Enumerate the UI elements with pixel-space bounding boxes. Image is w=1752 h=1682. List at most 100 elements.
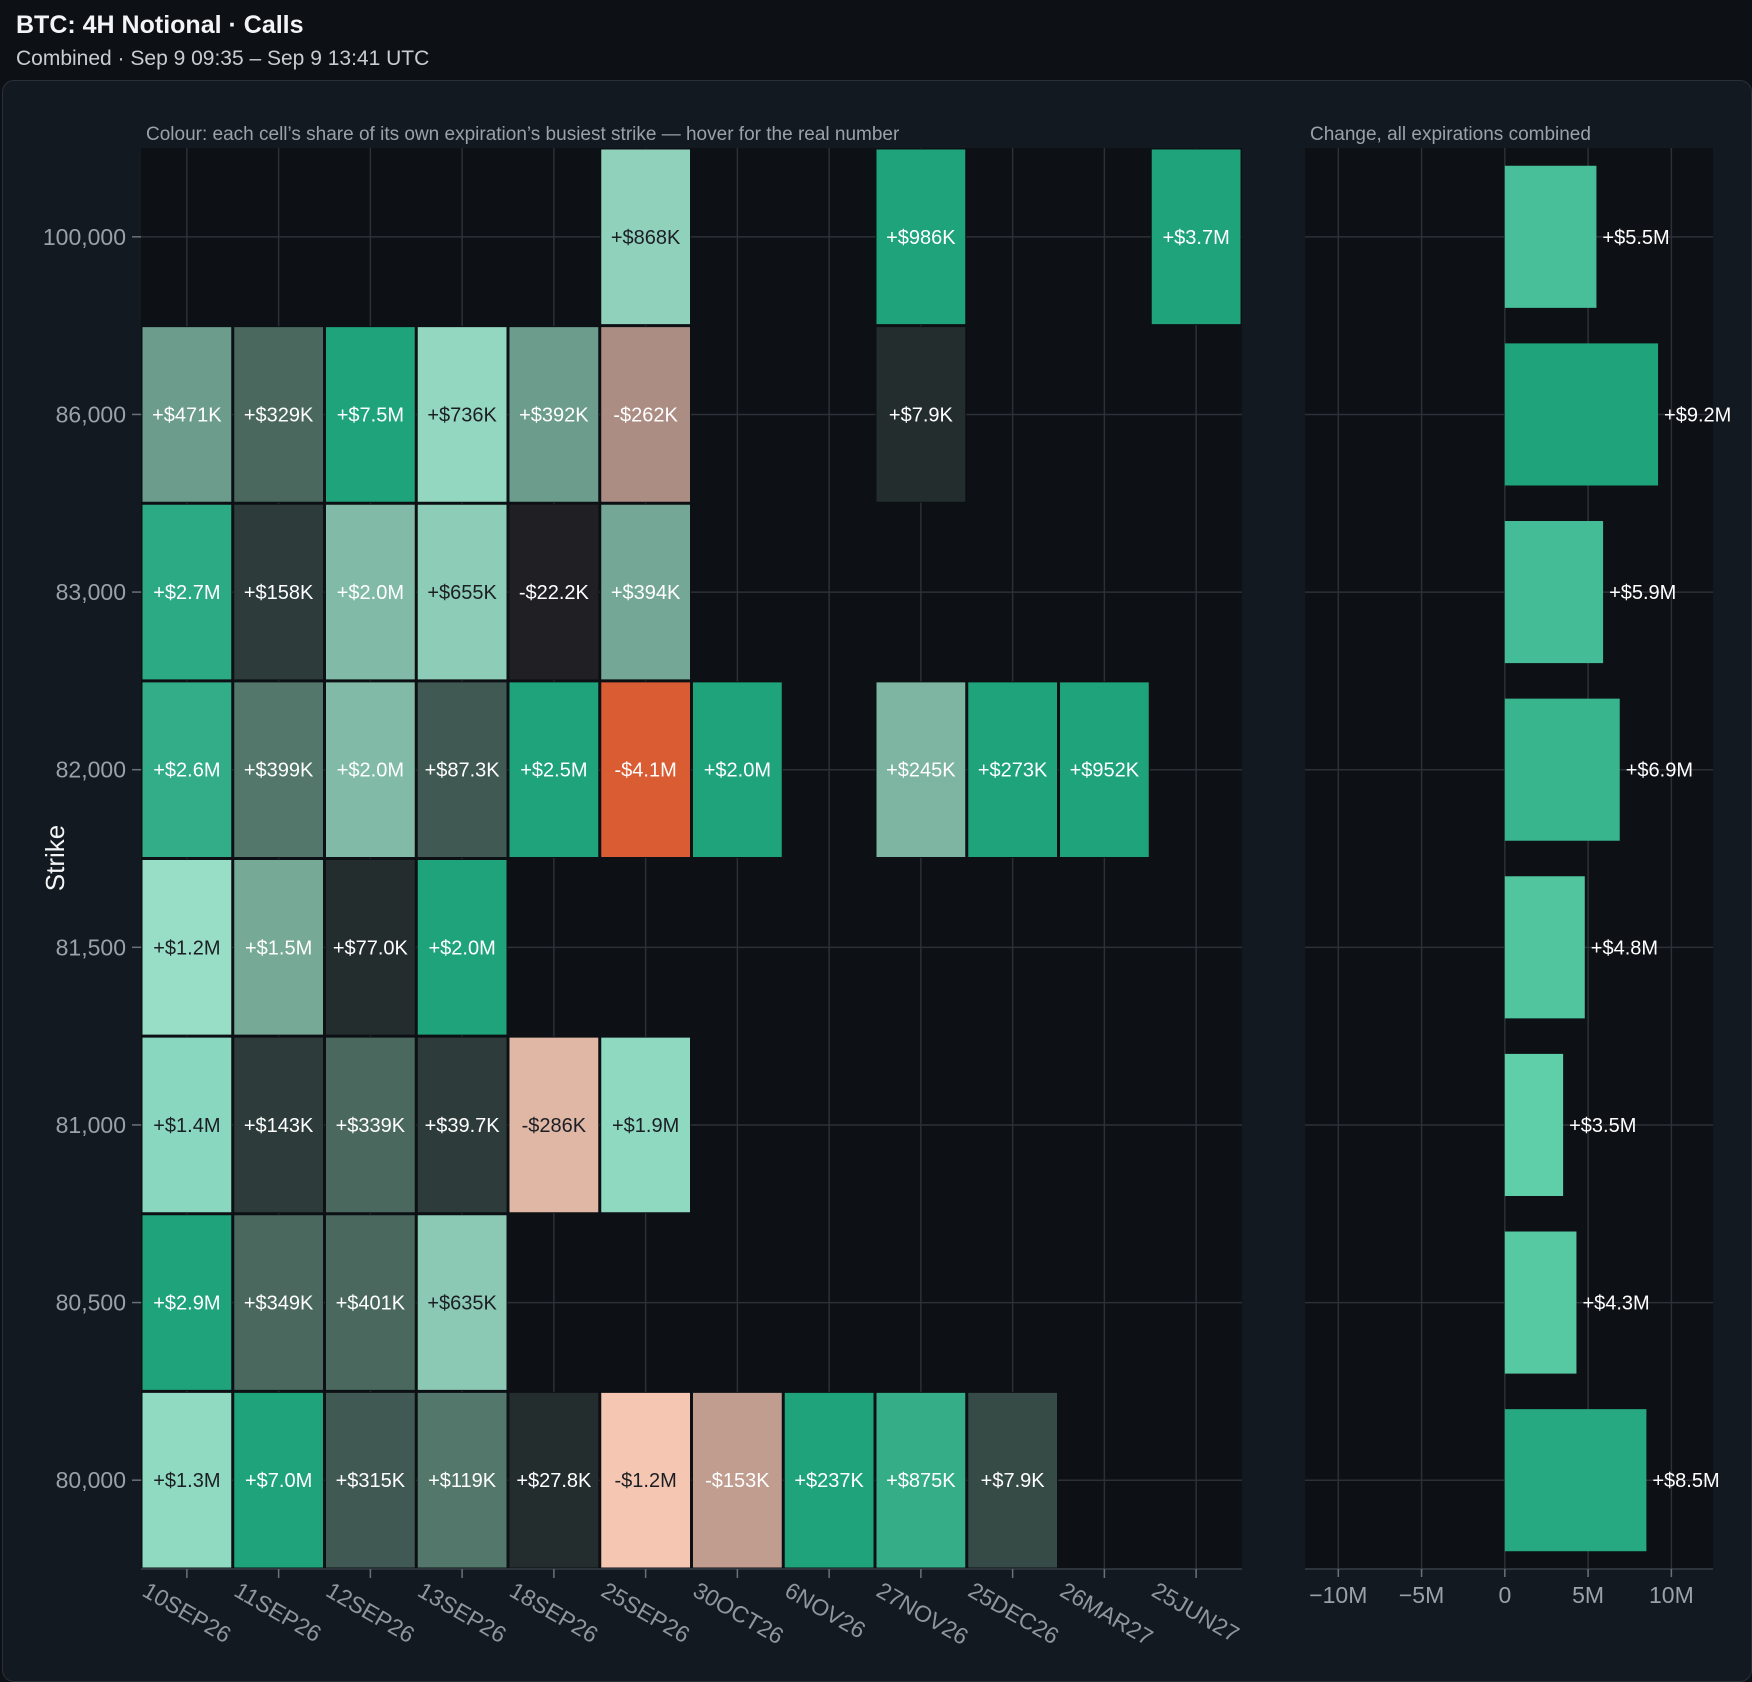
x-tick-label: 26MAR27 (1056, 1577, 1158, 1651)
heatmap-cell-label: +$2.6M (153, 760, 220, 782)
bar-x-tick-label: 10M (1649, 1582, 1694, 1608)
heatmap-cell-label: +$2.0M (337, 582, 404, 604)
bar-80-000[interactable] (1504, 1409, 1647, 1552)
bar-100-000[interactable] (1504, 165, 1597, 308)
heatmap-cell-81-500-11sep26[interactable] (233, 859, 324, 1036)
bar-value-label: +$3.5M (1569, 1115, 1636, 1137)
heatmap-cell-82-000-30oct26[interactable] (692, 681, 783, 858)
heatmap-cell-80-000-11sep26[interactable] (233, 1391, 324, 1569)
heatmap-cell-80-500-11sep26[interactable] (233, 1214, 324, 1391)
y-tick-label: 83,000 (56, 579, 126, 605)
bar-86-000[interactable] (1504, 343, 1659, 486)
bar-82-000[interactable] (1504, 698, 1620, 841)
bar-value-label: +$9.2M (1664, 404, 1731, 426)
heatmap-cell-label: +$2.0M (337, 760, 404, 782)
heatmap-cell-81-500-12sep26[interactable] (325, 859, 416, 1036)
heatmap-cell-label: +$392K (519, 404, 589, 426)
heatmap-cell-label: -$286K (522, 1115, 587, 1137)
heatmap-cell-label: +$635K (427, 1293, 497, 1315)
heatmap-cell-label: +$7.9K (889, 404, 954, 426)
y-tick-label: 81,000 (56, 1112, 126, 1138)
heatmap-cell-82-000-25dec26[interactable] (967, 681, 1058, 858)
heatmap-cell-80-000-30oct26[interactable] (692, 1391, 783, 1569)
heatmap-cell-82-000-12sep26[interactable] (325, 681, 416, 858)
heatmap-cell-81-000-12sep26[interactable] (325, 1036, 416, 1214)
heatmap-cell-86-000-18sep26[interactable] (508, 326, 600, 503)
heatmap-cell-86-000-13sep26[interactable] (416, 326, 508, 503)
heatmap-cell-81-000-11sep26[interactable] (233, 1036, 324, 1214)
heatmap-cell-81-500-10sep26[interactable] (141, 859, 233, 1036)
heatmap-cell-83-000-10sep26[interactable] (141, 503, 233, 681)
y-tick-label: 100,000 (43, 224, 126, 250)
heatmap-cell-83-000-12sep26[interactable] (325, 503, 416, 681)
heatmap-cell-label: +$986K (886, 227, 956, 249)
heatmap-cell-100-000-25sep26[interactable] (600, 148, 691, 326)
heatmap-cell-label: +$394K (611, 582, 681, 604)
heatmap-cell-81-000-10sep26[interactable] (141, 1036, 233, 1214)
heatmap-cell-83-000-25sep26[interactable] (600, 503, 691, 681)
heatmap-cell-label: +$2.5M (520, 760, 587, 782)
heatmap-cell-label: +$1.9M (612, 1115, 679, 1137)
heatmap-cell-label: +$471K (152, 404, 222, 426)
heatmap-cell-80-000-27nov26[interactable] (875, 1391, 967, 1569)
heatmap-cell-label: -$4.1M (615, 760, 677, 782)
heatmap-cell-80-500-12sep26[interactable] (325, 1214, 416, 1391)
bar-value-label: +$6.9M (1626, 760, 1693, 782)
heatmap-cell-80-500-13sep26[interactable] (416, 1214, 508, 1391)
heatmap-cell-100-000-25jun27[interactable] (1150, 148, 1242, 326)
heatmap-cell-83-000-18sep26[interactable] (508, 503, 600, 681)
heatmap-cell-100-000-27nov26[interactable] (875, 148, 967, 326)
heatmap-cell-82-000-10sep26[interactable] (141, 681, 233, 858)
heatmap-cell-86-000-27nov26[interactable] (875, 326, 967, 503)
bar-80-500[interactable] (1504, 1231, 1577, 1374)
heatmap-cell-label: +$77.0K (333, 937, 409, 959)
heatmap-cells: +$868K +$986K +$3.7M +$471K +$329K +$7.5M +$73… (141, 148, 1242, 1569)
heatmap-cell-label: +$158K (244, 582, 314, 604)
heatmap-cell-81-000-25sep26[interactable] (600, 1036, 691, 1214)
heatmap-cell-81-000-13sep26[interactable] (416, 1036, 508, 1214)
bar-series: +$5.5M +$9.2M +$5.9M +$6.9M +$4.8M +$3.5M +$4.… (1504, 165, 1731, 1552)
heatmap-cell-81-500-13sep26[interactable] (416, 859, 508, 1036)
heatmap-cell-80-000-10sep26[interactable] (141, 1391, 233, 1569)
heatmap-cell-80-000-12sep26[interactable] (325, 1391, 416, 1569)
heatmap-cell-80-000-6nov26[interactable] (783, 1391, 875, 1569)
heatmap-cell-80-000-25sep26[interactable] (600, 1391, 691, 1569)
heatmap-cell-82-000-25sep26[interactable] (600, 681, 691, 858)
heatmap-cell-81-000-18sep26[interactable] (508, 1036, 600, 1214)
heatmap-cell-83-000-13sep26[interactable] (416, 503, 508, 681)
heatmap-cell-label: +$87.3K (425, 760, 501, 782)
heatmap-cell-82-000-26mar27[interactable] (1059, 681, 1150, 858)
heatmap-cell-label: +$736K (427, 404, 497, 426)
bar-x-tick-label: −5M (1399, 1582, 1444, 1608)
heatmap-cell-82-000-18sep26[interactable] (508, 681, 600, 858)
heatmap-cell-82-000-11sep26[interactable] (233, 681, 324, 858)
heatmap-cell-label: +$875K (886, 1470, 956, 1492)
heatmap-cell-80-000-13sep26[interactable] (416, 1391, 508, 1569)
x-tick-label: 18SEP26 (505, 1577, 602, 1648)
y-tick-label: 86,000 (56, 401, 126, 427)
heatmap-cell-82-000-27nov26[interactable] (875, 681, 967, 858)
heatmap-cell-label: -$1.2M (615, 1470, 677, 1492)
heatmap-cell-label: +$2.9M (153, 1293, 220, 1315)
bar-81-000[interactable] (1504, 1053, 1564, 1196)
heatmap-cell-label: +$237K (794, 1470, 864, 1492)
bar-value-label: +$5.9M (1609, 582, 1676, 604)
heatmap-cell-80-000-25dec26[interactable] (967, 1391, 1058, 1569)
bar-81-500[interactable] (1504, 876, 1585, 1019)
heatmap-cell-label: +$245K (886, 760, 956, 782)
heatmap-cell-82-000-13sep26[interactable] (416, 681, 508, 858)
bar-83-000[interactable] (1504, 521, 1604, 664)
x-tick-label: 27NOV26 (872, 1577, 972, 1650)
heatmap-cell-86-000-11sep26[interactable] (233, 326, 324, 503)
heatmap-cell-label: +$952K (1070, 760, 1140, 782)
heatmap-cell-label: +$1.3M (153, 1470, 220, 1492)
heatmap-cell-label: -$153K (705, 1470, 770, 1492)
heatmap-cell-86-000-12sep26[interactable] (325, 326, 416, 503)
heatmap-cell-label: +$2.0M (704, 760, 771, 782)
heatmap-cell-83-000-11sep26[interactable] (233, 503, 324, 681)
heatmap-cell-80-500-10sep26[interactable] (141, 1214, 233, 1391)
heatmap-cell-86-000-25sep26[interactable] (600, 326, 691, 503)
heatmap-cell-86-000-10sep26[interactable] (141, 326, 233, 503)
heatmap-cell-80-000-18sep26[interactable] (508, 1391, 600, 1569)
